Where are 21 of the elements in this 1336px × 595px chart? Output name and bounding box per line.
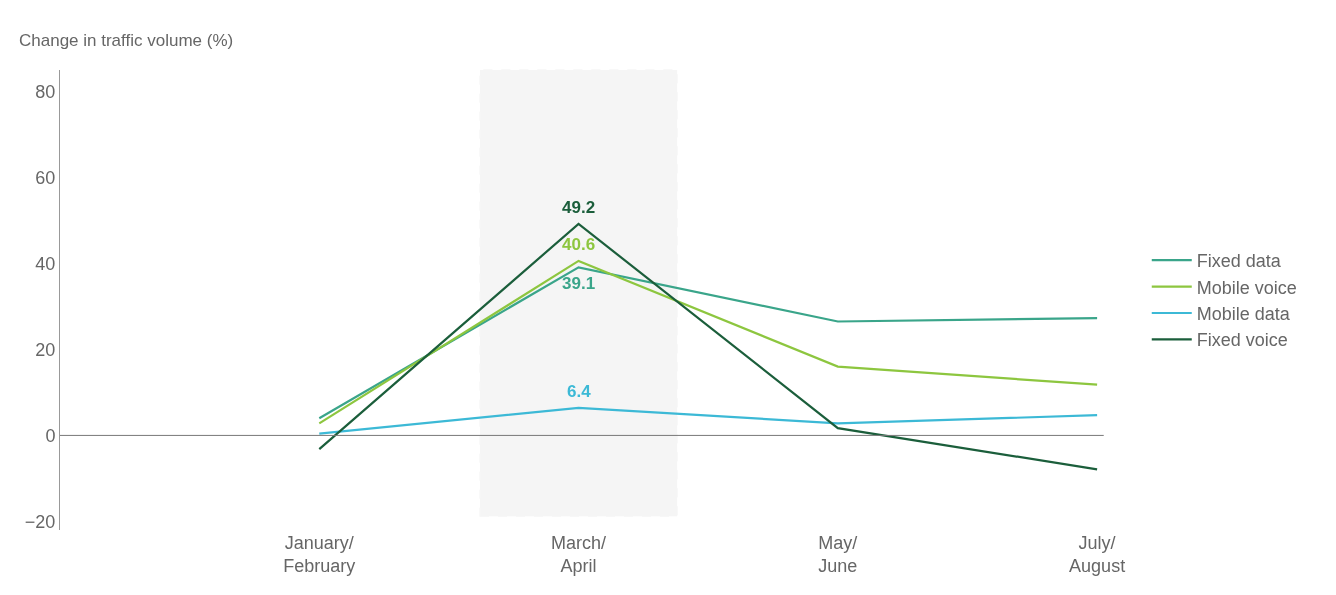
data-label: 6.4 (567, 382, 592, 401)
y-axis-title: Change in traffic volume (%) (19, 31, 234, 50)
legend-label: Mobile voice (1196, 277, 1297, 298)
legend-label: Fixed voice (1196, 330, 1288, 351)
y-tick-label: 40 (35, 253, 56, 274)
legend-label: Fixed data (1196, 251, 1282, 272)
y-tick-label: −20 (24, 511, 56, 532)
data-label: 40.6 (562, 235, 596, 254)
y-tick-label: 80 (35, 81, 56, 102)
line-series (318, 222, 1099, 471)
data-label: 49.2 (562, 198, 596, 217)
y-tick-label: 0 (45, 425, 56, 446)
x-tick-label: March/ April (551, 533, 607, 577)
x-tick-label: January/ February (283, 533, 356, 577)
line-series (318, 406, 1099, 435)
x-tick-label: July/ August (1069, 533, 1126, 577)
legend-label: Mobile data (1196, 304, 1291, 325)
x-tick-label: May/ June (818, 533, 858, 577)
data-label: 39.1 (562, 274, 596, 293)
y-tick-label: 20 (35, 339, 56, 360)
y-tick-label: 60 (35, 167, 56, 188)
